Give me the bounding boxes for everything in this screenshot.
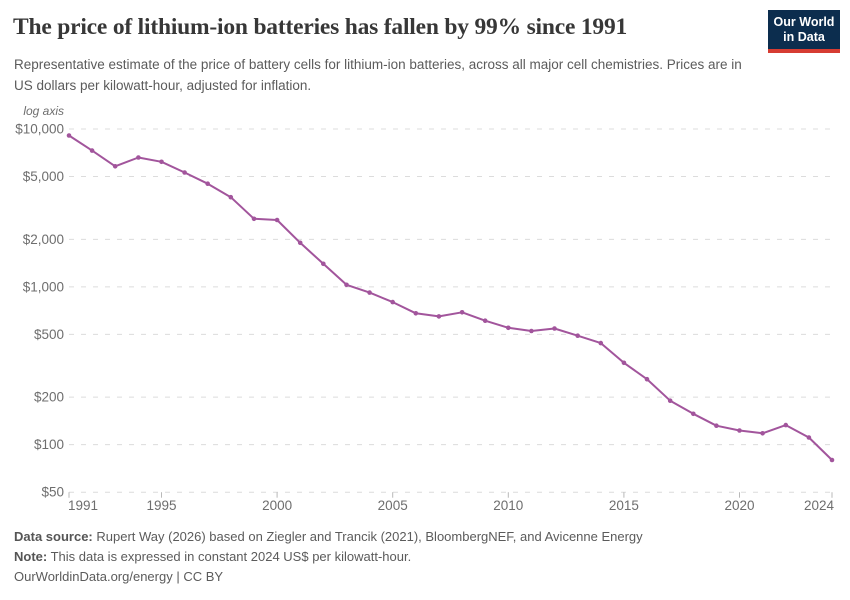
- data-point-marker: [251, 216, 257, 222]
- chart-subtitle: Representative estimate of the price of …: [14, 57, 742, 93]
- data-point-marker: [66, 133, 72, 138]
- y-tick-label: $5,000: [23, 169, 64, 184]
- x-tick-label: 2010: [493, 498, 523, 513]
- data-point-marker: [228, 194, 234, 200]
- data-point-marker: [89, 148, 95, 153]
- data-point-marker: [459, 310, 465, 315]
- data-point-marker: [205, 181, 210, 186]
- data-point-marker: [482, 318, 488, 324]
- owid-license-link[interactable]: OurWorldinData.org/energy | CC BY: [14, 569, 224, 584]
- log-axis-note: log axis: [23, 104, 64, 118]
- data-point-marker: [182, 170, 187, 175]
- y-tick-label: $1,000: [23, 279, 64, 294]
- data-point-marker: [344, 282, 349, 288]
- data-point-marker: [598, 340, 604, 346]
- y-tick-label: $50: [41, 485, 64, 500]
- data-point-marker: [367, 290, 372, 295]
- owid-logo-line2: in Data: [783, 30, 825, 44]
- data-point-marker: [783, 422, 789, 428]
- data-point-marker: [112, 164, 118, 169]
- x-tick-label: 2020: [724, 498, 754, 513]
- chart-footer: Data source: Rupert Way (2026) based on …: [14, 527, 643, 587]
- data-point-marker: [529, 328, 534, 334]
- data-point-marker: [297, 240, 303, 246]
- data-point-marker: [714, 423, 719, 429]
- data-point-marker: [760, 431, 765, 436]
- y-tick-label: $200: [34, 390, 64, 405]
- data-source-text: Rupert Way (2026) based on Ziegler and T…: [92, 529, 643, 544]
- x-tick-label: 1991: [68, 498, 98, 513]
- owid-logo-box: Our World in Data: [768, 10, 840, 49]
- data-point-marker: [575, 333, 580, 339]
- data-point-marker: [552, 326, 557, 331]
- data-point-marker: [621, 360, 627, 366]
- data-point-marker: [321, 261, 326, 267]
- note-label: Note:: [14, 549, 48, 564]
- data-point-marker: [506, 325, 511, 331]
- data-point-marker: [136, 155, 141, 160]
- owid-logo-line1: Our World: [773, 15, 835, 29]
- y-tick-label: $100: [34, 437, 64, 452]
- price-line: [68, 134, 833, 461]
- owid-logo[interactable]: Our World in Data: [768, 10, 840, 53]
- data-point-marker: [274, 217, 280, 223]
- x-tick-label: 2015: [609, 498, 639, 513]
- data-source-label: Data source:: [14, 529, 93, 544]
- data-point-marker: [436, 314, 442, 319]
- data-point-marker: [159, 159, 164, 165]
- data-point-marker: [667, 398, 673, 404]
- x-tick-label: 2024: [804, 498, 835, 513]
- y-tick-label: $10,000: [15, 122, 64, 137]
- x-tick-label: 2000: [262, 498, 292, 513]
- data-source-line: Data source: Rupert Way (2026) based on …: [14, 527, 643, 547]
- data-point-marker: [390, 299, 396, 305]
- data-point-marker: [413, 311, 419, 316]
- owid-logo-red-bar: [768, 49, 840, 53]
- chart-title: The price of lithium-ion batteries has f…: [13, 14, 628, 40]
- y-tick-label: $500: [34, 327, 64, 342]
- data-point-marker: [829, 457, 835, 463]
- data-point-marker: [806, 435, 812, 440]
- x-tick-label: 1995: [146, 498, 176, 513]
- y-tick-label: $2,000: [23, 232, 64, 247]
- note-line: Note: This data is expressed in constant…: [14, 547, 643, 567]
- data-point-marker: [644, 376, 650, 382]
- data-point-marker: [691, 411, 696, 417]
- data-point-marker: [737, 428, 742, 433]
- note-text: This data is expressed in constant 2024 …: [47, 549, 412, 564]
- x-tick-label: 2005: [378, 498, 408, 513]
